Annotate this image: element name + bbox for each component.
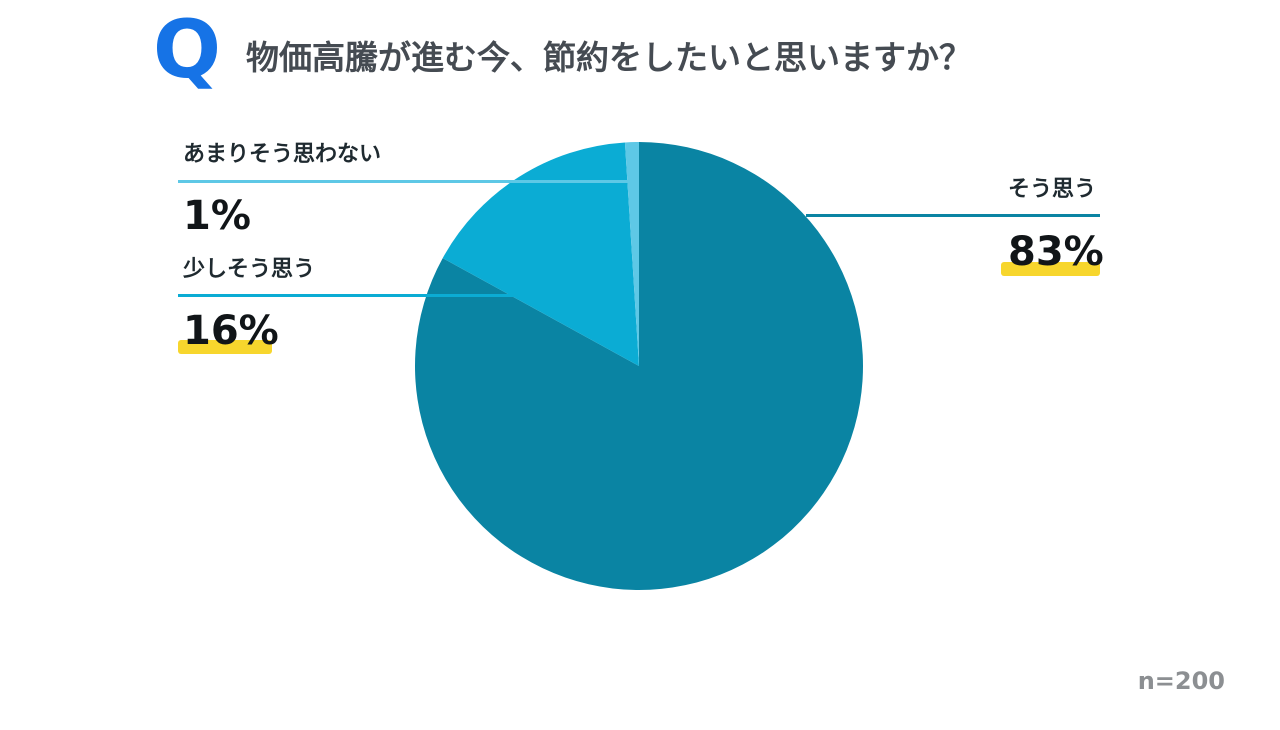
pie-slice-somewhat [442, 142, 639, 366]
leader-line-not-much [178, 180, 630, 183]
leader-line-somewhat [178, 294, 514, 297]
highlight-yes [1001, 262, 1100, 276]
pct-somewhat: 16% [183, 308, 279, 354]
pie-slice-not-much [624, 142, 639, 366]
sample-size-note: n=200 [1137, 667, 1225, 695]
highlight-somewhat [178, 340, 272, 354]
pie-slice-yes [415, 142, 864, 590]
question-q-icon: Q [152, 3, 221, 96]
pct-not-much: 1% [183, 193, 251, 239]
pct-yes: 83% [1008, 229, 1104, 275]
label-not-much: あまりそう思わない [183, 142, 382, 167]
label-somewhat: 少しそう思う [183, 257, 316, 282]
chart-title: 物価高騰が進む今、節約をしたいと思いますか？ [246, 38, 972, 77]
label-yes: そう思う [1007, 177, 1096, 202]
leader-line-yes [806, 214, 1100, 217]
